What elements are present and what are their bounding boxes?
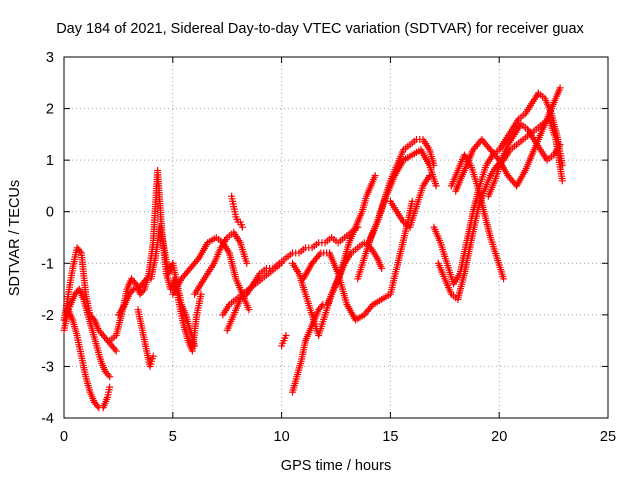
series-track-v [452, 84, 564, 195]
series-track-w [484, 120, 564, 200]
x-tick-label: 20 [491, 429, 507, 445]
series-markers [447, 151, 508, 283]
series-markers [228, 192, 246, 231]
x-tick-labels: 0 5 10 15 20 25 [60, 429, 616, 445]
plot-frame [63, 56, 609, 419]
x-tick-label: 10 [274, 429, 290, 445]
x-axis-label: GPS time / hours [281, 458, 391, 474]
chart-title: Day 184 of 2021, Sidereal Day-to-day VTE… [56, 21, 584, 37]
series-markers [60, 244, 120, 355]
series-markers [365, 146, 440, 247]
y-tick-labels: -4 -3 -2 -1 0 1 2 3 [41, 50, 54, 427]
x-tick-label: 25 [600, 429, 616, 445]
x-tick-label: 15 [382, 429, 398, 445]
y-tick-label: 2 [46, 102, 54, 118]
series-track-i [228, 192, 246, 231]
x-tick-label: 5 [169, 429, 177, 445]
series-track-o [299, 197, 416, 324]
series-track-e [114, 223, 199, 350]
series-track-n [289, 239, 386, 339]
x-tick-label: 0 [60, 429, 68, 445]
series-markers [62, 285, 114, 381]
series-markers [278, 332, 290, 350]
y-axis-label: SDTVAR / TECUs [7, 180, 23, 296]
series-markers [299, 197, 416, 324]
data-points [60, 84, 566, 412]
y-tick-label: 3 [46, 50, 54, 66]
series-track-l [278, 332, 290, 350]
series-markers [191, 228, 251, 298]
series-markers [114, 223, 199, 350]
y-tick-label: -1 [41, 256, 54, 272]
series-markers [386, 172, 434, 231]
series-track-r [386, 172, 434, 231]
series-track-h [191, 228, 251, 298]
series-markers [484, 120, 564, 200]
series-track-a [60, 244, 120, 355]
y-tick-label: -2 [41, 308, 54, 324]
series-track-f [134, 306, 157, 370]
series-track-c [62, 285, 114, 381]
series-markers [134, 306, 157, 370]
series-track-q [365, 146, 440, 247]
y-tick-label: 1 [46, 153, 54, 169]
series-markers [219, 259, 286, 319]
y-tick-label: -4 [41, 411, 54, 427]
y-tick-label: -3 [41, 359, 54, 375]
series-track-k [219, 259, 286, 319]
series-markers [289, 239, 386, 339]
y-tick-label: 0 [46, 205, 54, 221]
series-track-u [447, 151, 508, 283]
series-markers [452, 84, 564, 195]
